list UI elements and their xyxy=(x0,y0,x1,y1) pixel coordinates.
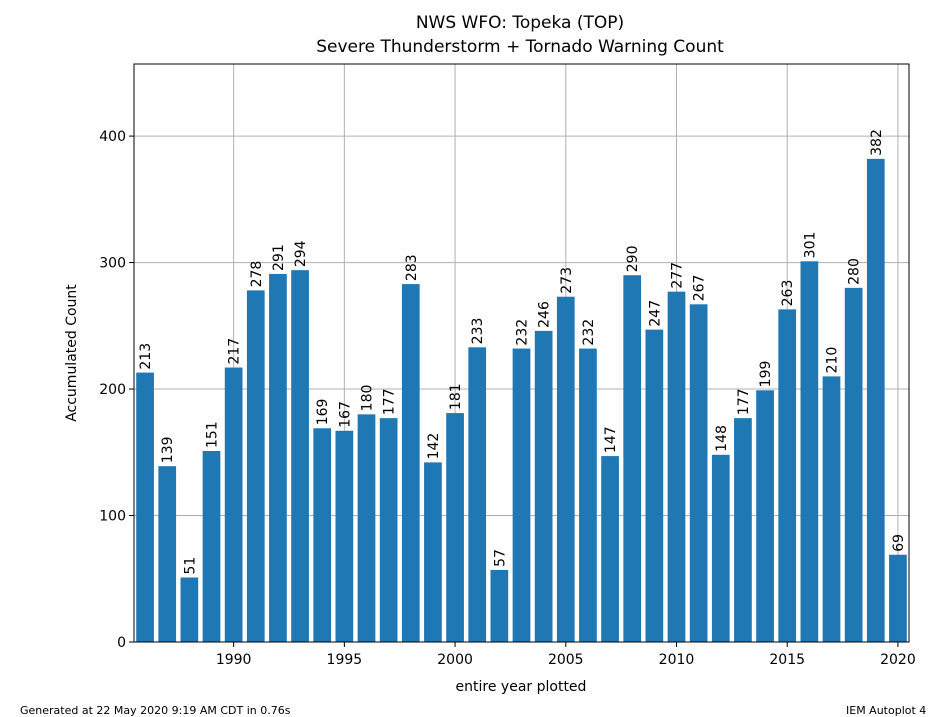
y-axis-ticks: 0 100 200 300 400 xyxy=(99,129,134,651)
bar-2001 xyxy=(468,347,487,642)
bar-label-1998: 283 xyxy=(404,254,420,281)
bar-label-1991: 278 xyxy=(249,261,265,288)
bar-label-2003: 232 xyxy=(515,319,531,346)
bar-label-2009: 247 xyxy=(647,300,663,327)
bar-2018 xyxy=(844,287,863,642)
plot-frame xyxy=(133,63,910,643)
bar-2003 xyxy=(512,348,531,642)
bar-label-2014: 199 xyxy=(758,361,774,388)
bar-1989 xyxy=(202,451,221,642)
bar-label-1989: 151 xyxy=(205,421,221,448)
bar-2002 xyxy=(490,569,509,642)
bar-label-1994: 169 xyxy=(315,399,331,426)
y-tick-label-400: 400 xyxy=(99,129,126,145)
bars xyxy=(136,158,907,642)
bar-label-2010: 277 xyxy=(670,262,686,289)
bar-label-2005: 273 xyxy=(559,267,575,294)
x-tick-label-2000: 2000 xyxy=(437,652,473,668)
bar-1992 xyxy=(269,273,287,642)
x-tick-label-2005: 2005 xyxy=(548,652,584,668)
bar-1994 xyxy=(313,428,332,642)
bar-1995 xyxy=(335,430,354,642)
x-tick-label-2015: 2015 xyxy=(769,652,805,668)
bar-2020 xyxy=(889,554,907,642)
bar-label-2002: 57 xyxy=(492,549,508,567)
bar-1996 xyxy=(357,414,376,642)
y-tick-label-100: 100 xyxy=(99,509,126,525)
chart-subtitle: Severe Thunderstorm + Tornado Warning Co… xyxy=(316,37,724,57)
footer-generated: Generated at 22 May 2020 9:19 AM CDT in … xyxy=(20,704,291,717)
x-axis-label: entire year plotted xyxy=(456,679,587,695)
x-tick-label-1990: 1990 xyxy=(216,652,252,668)
bar-label-2019: 382 xyxy=(869,129,885,156)
bar-1997 xyxy=(379,418,398,642)
bar-label-2017: 210 xyxy=(825,347,841,374)
x-tick-label-2010: 2010 xyxy=(659,652,695,668)
y-tick-label-300: 300 xyxy=(99,256,126,272)
bar-label-2011: 267 xyxy=(692,275,708,302)
bar-label-2016: 301 xyxy=(802,232,818,259)
bar-2007 xyxy=(601,456,619,642)
bar-label-2000: 181 xyxy=(448,383,464,410)
bar-label-2008: 290 xyxy=(625,245,641,272)
bar-label-2015: 263 xyxy=(780,280,796,307)
bar-2016 xyxy=(800,261,819,642)
bar-label-1990: 217 xyxy=(227,338,243,365)
bar-label-2018: 280 xyxy=(847,258,863,285)
bar-1993 xyxy=(291,270,309,642)
bar-label-1993: 294 xyxy=(293,240,309,267)
bar-label-1988: 51 xyxy=(182,557,198,575)
bar-2019 xyxy=(866,158,885,642)
bar-2012 xyxy=(711,454,730,642)
bar-2009 xyxy=(645,329,664,642)
bar-2005 xyxy=(556,296,575,642)
bar-label-2004: 246 xyxy=(537,301,553,328)
bar-2008 xyxy=(623,275,642,642)
bar-2011 xyxy=(689,304,708,642)
y-axis-label: Accumulated Count xyxy=(64,284,80,422)
bar-2014 xyxy=(756,390,774,642)
bar-label-1995: 167 xyxy=(337,401,353,428)
bar-2010 xyxy=(667,291,686,642)
bar-label-1999: 142 xyxy=(426,433,442,460)
bar-2004 xyxy=(534,330,553,642)
x-tick-label-1995: 1995 xyxy=(327,652,363,668)
x-axis-ticks: 1990 1995 2000 2005 2010 2015 2020 xyxy=(216,642,916,668)
bar-2017 xyxy=(822,376,841,642)
bar-1999 xyxy=(424,462,442,642)
bar-label-2020: 69 xyxy=(891,534,907,552)
bar-label-1996: 180 xyxy=(360,385,376,412)
bar-1991 xyxy=(246,290,265,642)
bar-label-2007: 147 xyxy=(603,426,619,453)
bar-label-2001: 233 xyxy=(470,318,486,345)
bar-2015 xyxy=(778,309,797,642)
chart-title: NWS WFO: Topeka (TOP) xyxy=(416,13,624,33)
x-tick-label-2020: 2020 xyxy=(880,652,916,668)
bar-1987 xyxy=(158,466,177,642)
bar-label-1992: 291 xyxy=(271,244,287,271)
bar-label-2012: 148 xyxy=(714,425,730,452)
bar-2013 xyxy=(734,418,752,642)
bar-1986 xyxy=(136,372,154,642)
bar-1988 xyxy=(180,577,199,642)
y-tick-label-0: 0 xyxy=(117,635,126,651)
bar-1998 xyxy=(401,284,420,642)
bar-labels: 213 139 51 151 217 278 291 294 169 167 180 177 283 14… xyxy=(138,129,907,574)
footer-autoplot: IEM Autoplot 4 xyxy=(846,704,927,717)
bar-2006 xyxy=(579,348,597,642)
bar-label-2013: 177 xyxy=(736,388,752,415)
y-tick-label-200: 200 xyxy=(99,382,126,398)
bar-2000 xyxy=(446,413,464,642)
bar-label-1997: 177 xyxy=(382,388,398,415)
bar-1990 xyxy=(224,367,243,642)
bar-label-2006: 232 xyxy=(581,319,597,346)
bar-label-1987: 139 xyxy=(160,436,176,463)
bar-label-1986: 213 xyxy=(138,343,154,370)
